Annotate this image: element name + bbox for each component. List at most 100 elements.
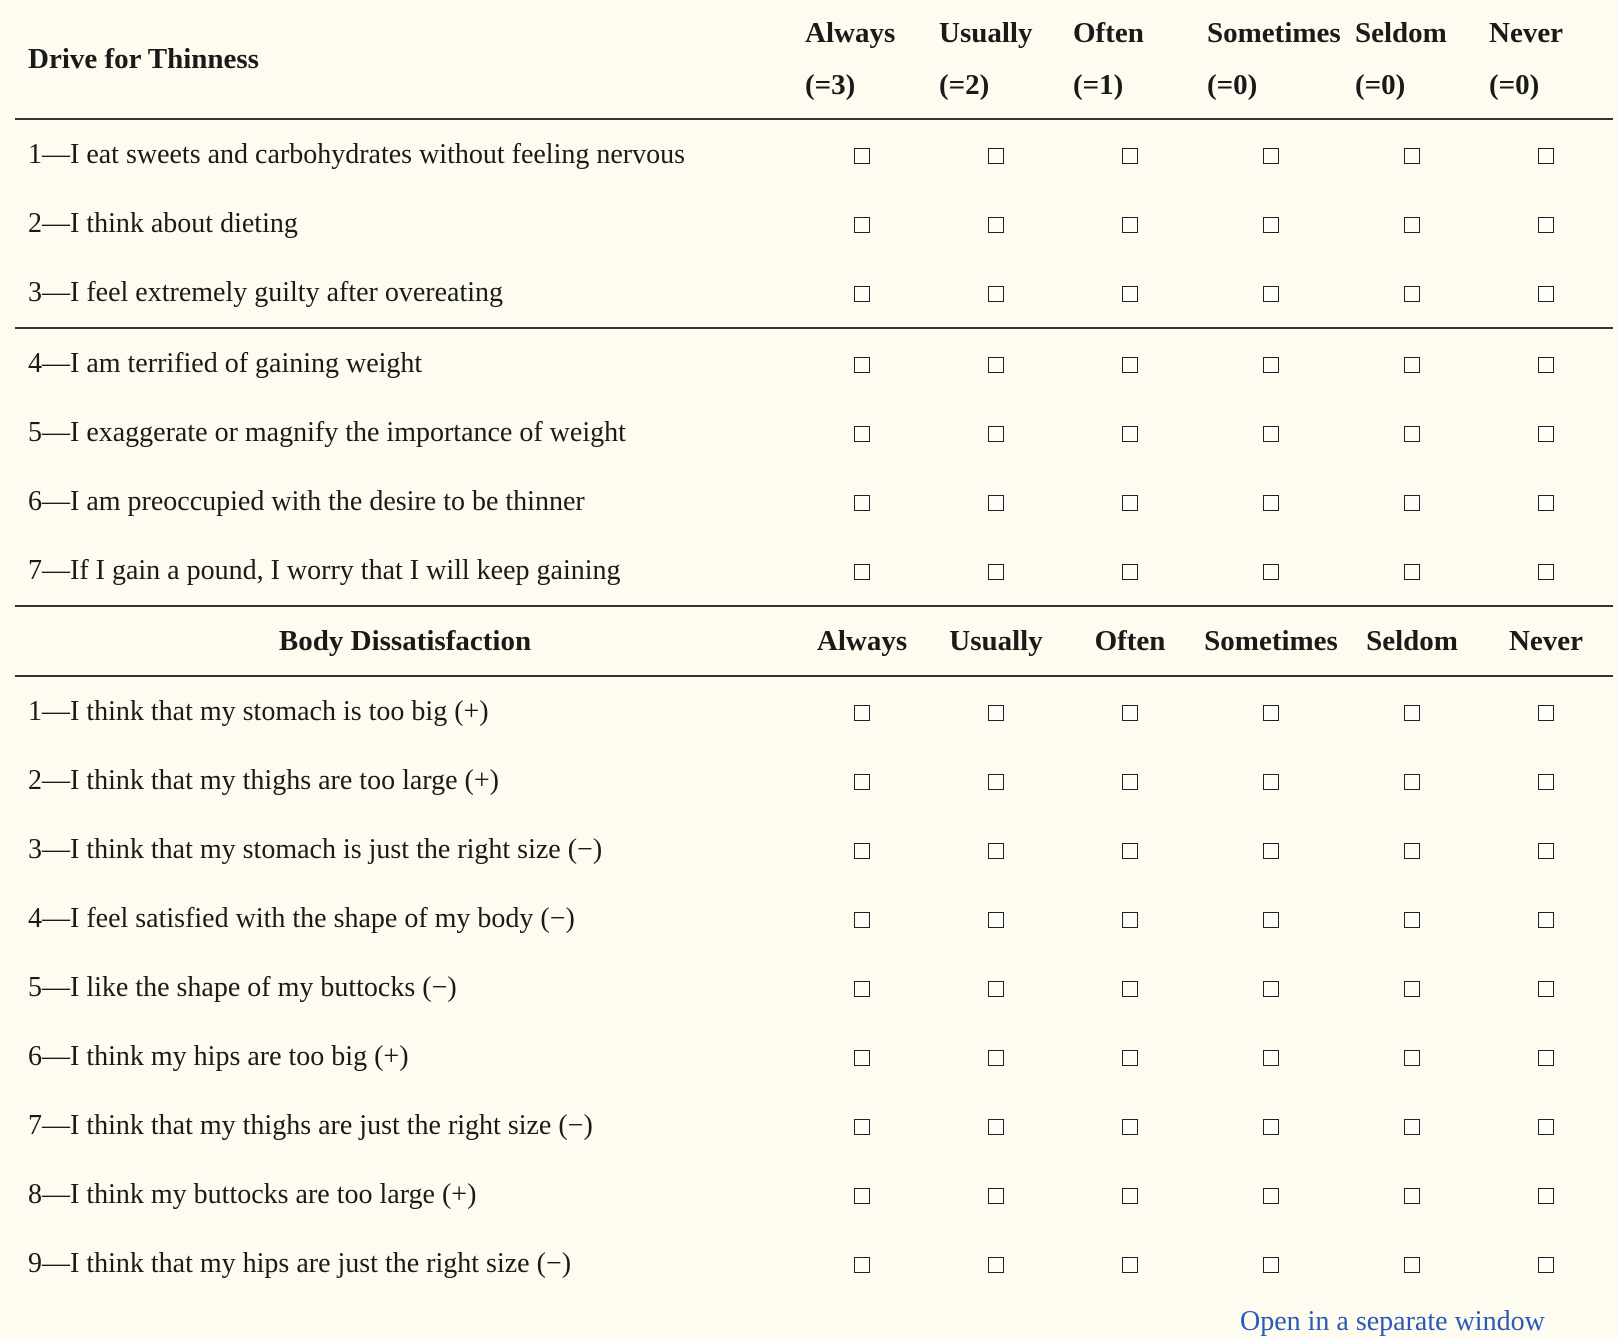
checkbox-sometimes[interactable] — [1263, 495, 1279, 512]
checkbox-usually[interactable] — [988, 564, 1004, 581]
checkbox-never[interactable] — [1538, 774, 1554, 791]
checkbox-usually[interactable] — [988, 357, 1004, 374]
checkbox-seldom[interactable] — [1404, 495, 1420, 512]
checkbox-never[interactable] — [1538, 357, 1554, 374]
checkbox-never[interactable] — [1538, 564, 1554, 581]
checkbox-usually[interactable] — [988, 912, 1004, 929]
checkbox-usually[interactable] — [988, 495, 1004, 512]
checkbox-often[interactable] — [1122, 357, 1138, 374]
checkbox-sometimes[interactable] — [1263, 286, 1279, 303]
checkbox-usually[interactable] — [988, 1257, 1004, 1274]
checkbox-always[interactable] — [854, 981, 870, 998]
checkbox-usually[interactable] — [988, 426, 1004, 443]
checkbox-often[interactable] — [1122, 426, 1138, 443]
checkbox-seldom[interactable] — [1404, 1188, 1420, 1205]
checkbox-never[interactable] — [1538, 705, 1554, 722]
checkbox-never[interactable] — [1538, 1188, 1554, 1205]
checkbox-usually[interactable] — [988, 774, 1004, 791]
checkbox-usually[interactable] — [988, 705, 1004, 722]
checkbox-seldom[interactable] — [1404, 1257, 1420, 1274]
checkbox-never[interactable] — [1538, 217, 1554, 234]
checkbox-sometimes[interactable] — [1263, 1050, 1279, 1067]
checkbox-sometimes[interactable] — [1263, 148, 1279, 165]
checkbox-sometimes[interactable] — [1263, 426, 1279, 443]
checkbox-always[interactable] — [854, 1050, 870, 1067]
checkbox-usually[interactable] — [988, 1119, 1004, 1136]
checkbox-never[interactable] — [1538, 148, 1554, 165]
checkbox-seldom[interactable] — [1404, 426, 1420, 443]
checkbox-always[interactable] — [854, 1257, 870, 1274]
checkbox-often[interactable] — [1122, 286, 1138, 303]
checkbox-often[interactable] — [1122, 774, 1138, 791]
checkbox-often[interactable] — [1122, 705, 1138, 722]
checkbox-often[interactable] — [1122, 912, 1138, 929]
open-in-separate-window-link[interactable]: Open in a separate window — [1240, 1306, 1545, 1337]
checkbox-sometimes[interactable] — [1263, 217, 1279, 234]
checkbox-always[interactable] — [854, 148, 870, 165]
checkbox-often[interactable] — [1122, 1050, 1138, 1067]
checkbox-always[interactable] — [854, 357, 870, 374]
checkbox-often[interactable] — [1122, 843, 1138, 860]
checkbox-always[interactable] — [854, 912, 870, 929]
checkbox-sometimes[interactable] — [1263, 774, 1279, 791]
item-label: 1—I think that my stomach is too big (+) — [28, 695, 489, 727]
checkbox-sometimes[interactable] — [1263, 981, 1279, 998]
checkbox-never[interactable] — [1538, 495, 1554, 512]
checkbox-seldom[interactable] — [1404, 981, 1420, 998]
checkbox-seldom[interactable] — [1404, 774, 1420, 791]
checkbox-never[interactable] — [1538, 912, 1554, 929]
checkbox-sometimes[interactable] — [1263, 564, 1279, 581]
checkbox-never[interactable] — [1538, 286, 1554, 303]
checkbox-seldom[interactable] — [1404, 843, 1420, 860]
checkbox-always[interactable] — [854, 495, 870, 512]
checkbox-seldom[interactable] — [1404, 1119, 1420, 1136]
checkbox-always[interactable] — [854, 1188, 870, 1205]
checkbox-seldom[interactable] — [1404, 705, 1420, 722]
checkbox-never[interactable] — [1538, 843, 1554, 860]
checkbox-always[interactable] — [854, 564, 870, 581]
checkbox-sometimes[interactable] — [1263, 1119, 1279, 1136]
checkbox-often[interactable] — [1122, 1188, 1138, 1205]
checkbox-seldom[interactable] — [1404, 912, 1420, 929]
checkbox-always[interactable] — [854, 286, 870, 303]
checkbox-seldom[interactable] — [1404, 148, 1420, 165]
checkbox-seldom[interactable] — [1404, 217, 1420, 234]
checkbox-usually[interactable] — [988, 843, 1004, 860]
checkbox-usually[interactable] — [988, 981, 1004, 998]
checkbox-seldom[interactable] — [1404, 1050, 1420, 1067]
checkbox-always[interactable] — [854, 1119, 870, 1136]
checkbox-often[interactable] — [1122, 564, 1138, 581]
checkbox-never[interactable] — [1538, 1050, 1554, 1067]
checkbox-often[interactable] — [1122, 217, 1138, 234]
checkbox-never[interactable] — [1538, 981, 1554, 998]
checkbox-always[interactable] — [854, 843, 870, 860]
checkbox-always[interactable] — [854, 705, 870, 722]
checkbox-often[interactable] — [1122, 981, 1138, 998]
checkbox-seldom[interactable] — [1404, 357, 1420, 374]
checkbox-always[interactable] — [854, 426, 870, 443]
checkbox-seldom[interactable] — [1404, 564, 1420, 581]
item-label: 8—I think my buttocks are too large (+) — [28, 1178, 477, 1210]
checkbox-often[interactable] — [1122, 1119, 1138, 1136]
checkbox-usually[interactable] — [988, 286, 1004, 303]
checkbox-sometimes[interactable] — [1263, 1257, 1279, 1274]
checkbox-sometimes[interactable] — [1263, 843, 1279, 860]
checkbox-never[interactable] — [1538, 1257, 1554, 1274]
checkbox-seldom[interactable] — [1404, 286, 1420, 303]
checkbox-usually[interactable] — [988, 217, 1004, 234]
item-label: 6—I am preoccupied with the desire to be… — [28, 485, 585, 517]
checkbox-often[interactable] — [1122, 148, 1138, 165]
checkbox-never[interactable] — [1538, 426, 1554, 443]
checkbox-always[interactable] — [854, 774, 870, 791]
checkbox-usually[interactable] — [988, 148, 1004, 165]
checkbox-usually[interactable] — [988, 1050, 1004, 1067]
checkbox-often[interactable] — [1122, 495, 1138, 512]
checkbox-sometimes[interactable] — [1263, 705, 1279, 722]
checkbox-always[interactable] — [854, 217, 870, 234]
checkbox-sometimes[interactable] — [1263, 912, 1279, 929]
checkbox-often[interactable] — [1122, 1257, 1138, 1274]
checkbox-never[interactable] — [1538, 1119, 1554, 1136]
checkbox-sometimes[interactable] — [1263, 1188, 1279, 1205]
checkbox-usually[interactable] — [988, 1188, 1004, 1205]
checkbox-sometimes[interactable] — [1263, 357, 1279, 374]
